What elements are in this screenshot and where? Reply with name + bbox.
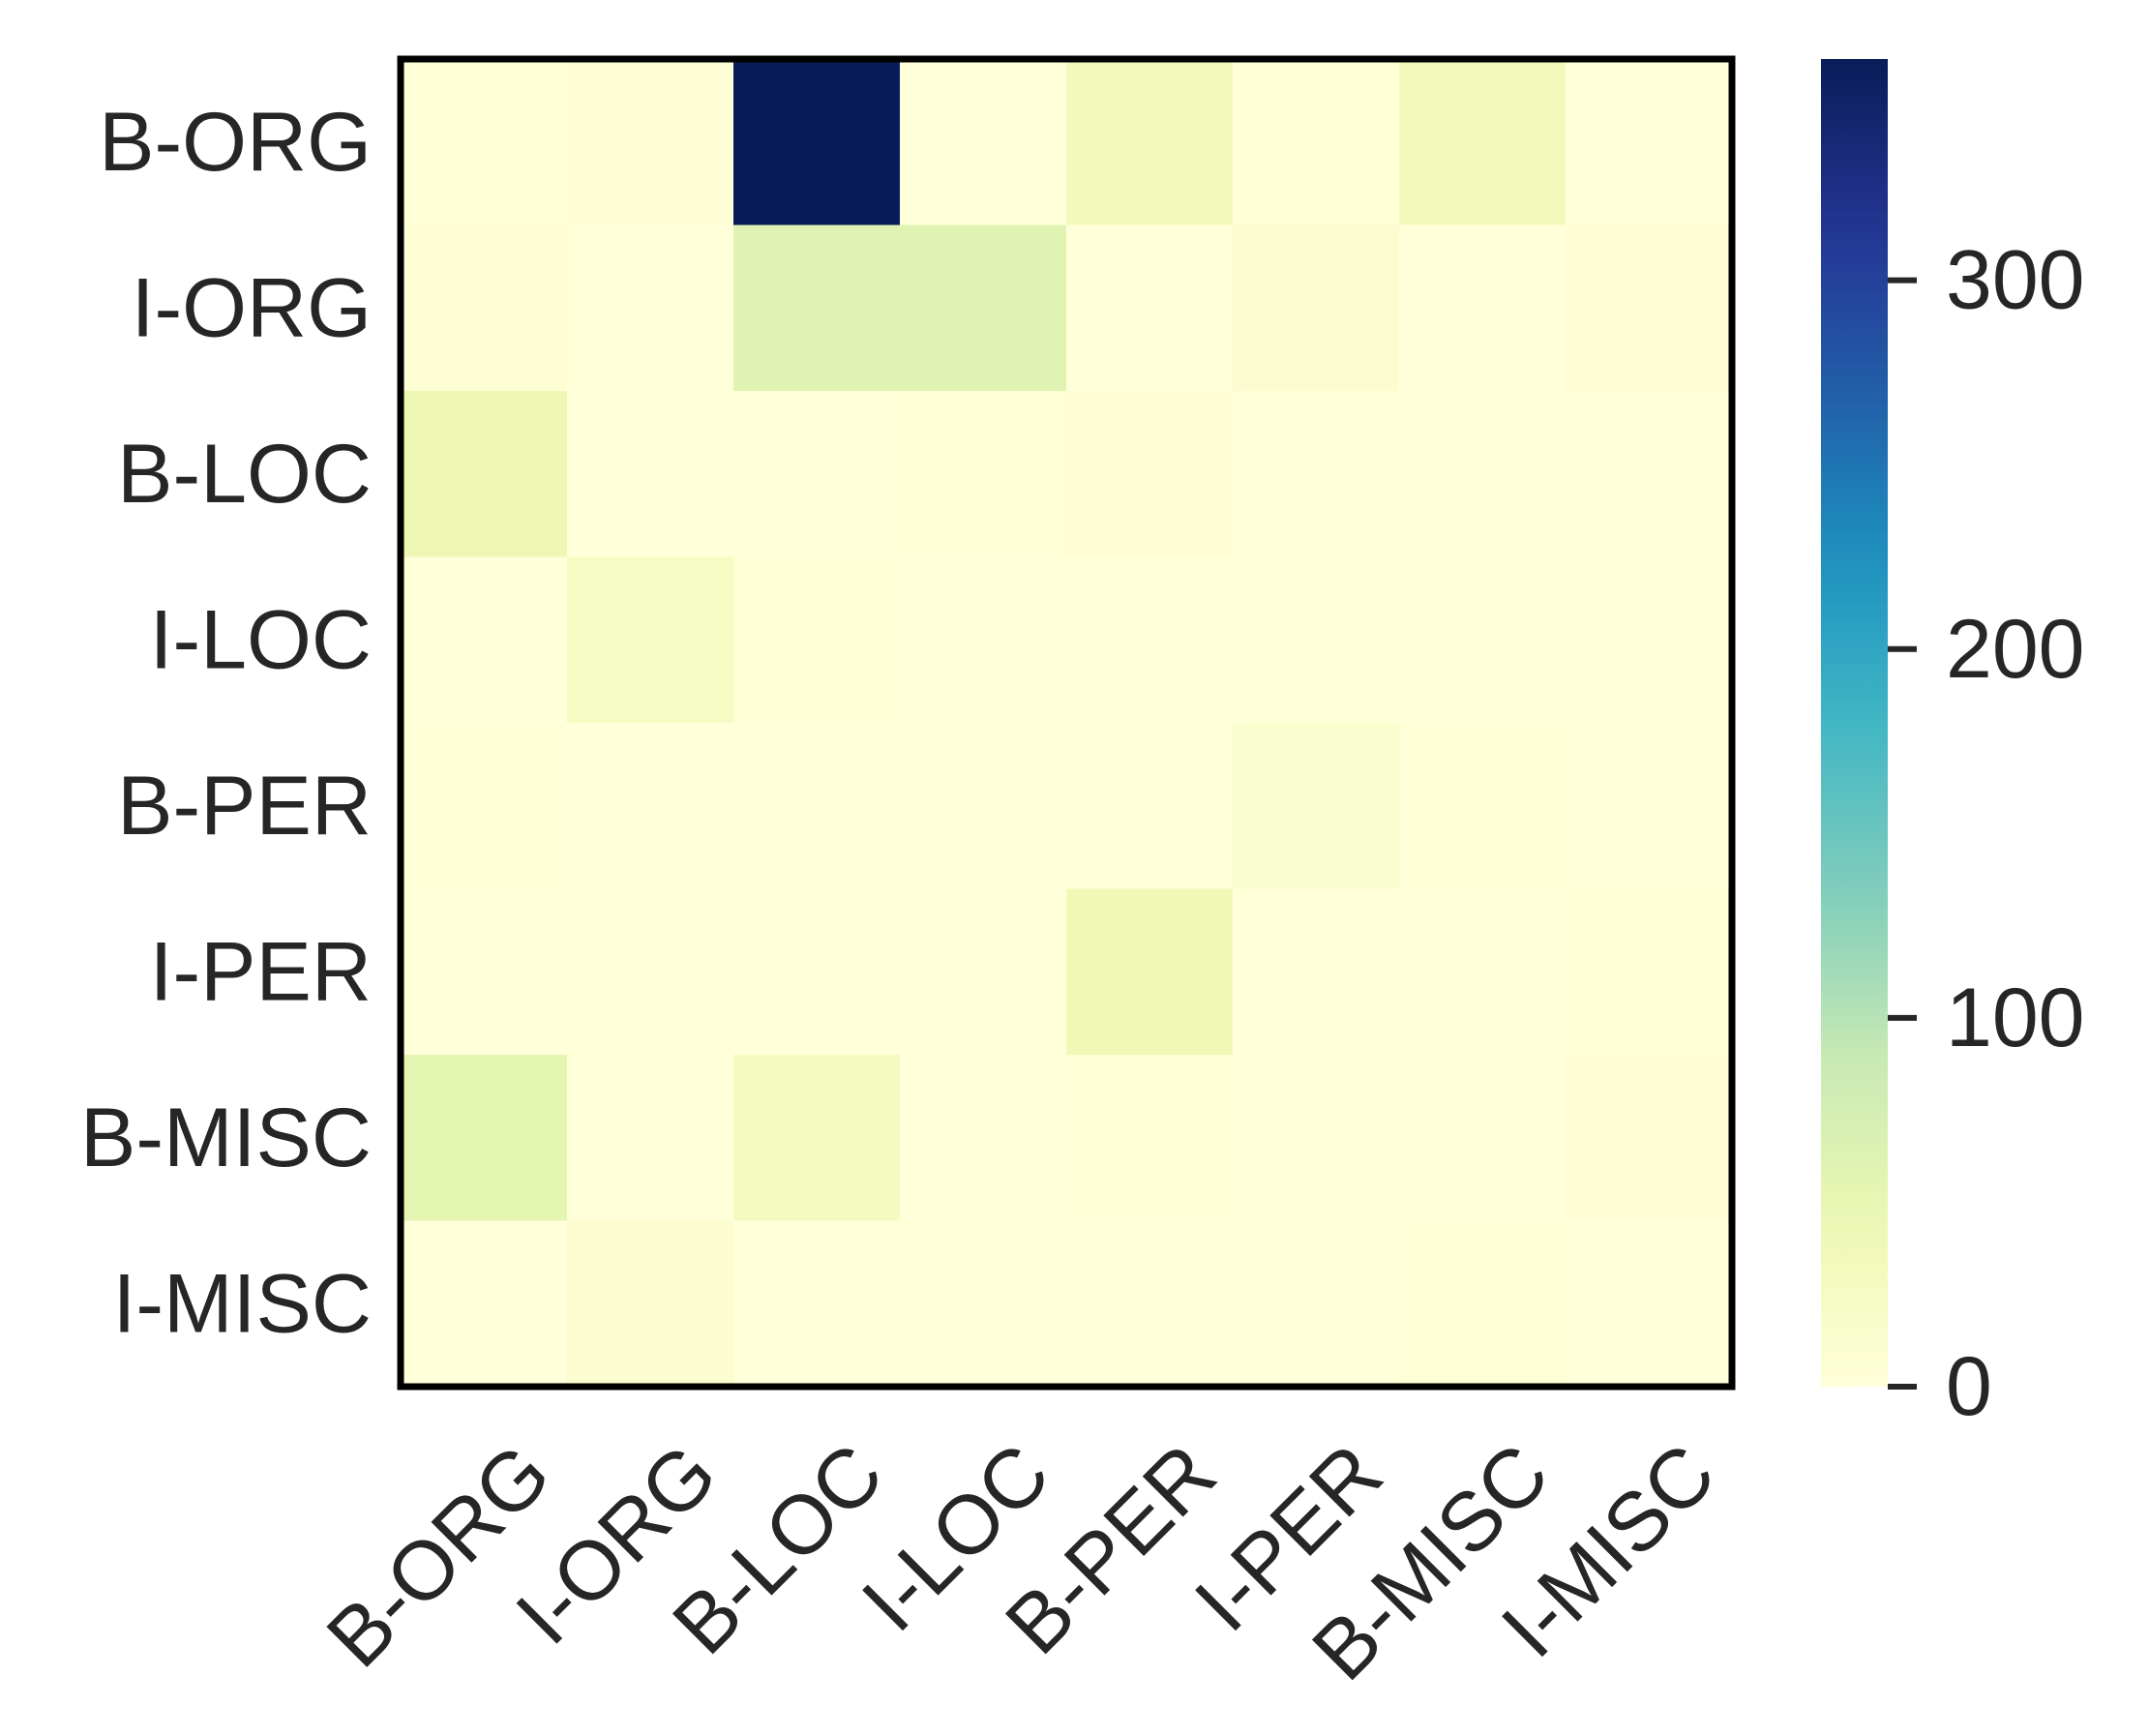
- colorbar-tick-label: 200: [1946, 603, 2085, 696]
- heatmap-cell: [1066, 391, 1234, 558]
- plot-frame: [397, 55, 1736, 1391]
- heatmap-cell: [733, 224, 901, 392]
- heatmap-cells: [401, 59, 1733, 1388]
- heatmap-cell: [1399, 1055, 1567, 1222]
- heatmap-cell: [900, 391, 1067, 558]
- heatmap-cell: [1566, 224, 1733, 392]
- heatmap-cell: [1233, 888, 1400, 1056]
- heatmap-cell: [567, 1055, 734, 1222]
- row-labels: B-ORG I-ORG B-LOC I-LOC B-PER I-PER B-MISC I-MI…: [80, 96, 372, 1351]
- heatmap-cell: [1399, 556, 1567, 724]
- heatmap-cell: [900, 1220, 1067, 1388]
- heatmap-cell: [567, 391, 734, 558]
- heatmap-cell: [1399, 888, 1567, 1056]
- heatmap-cell: [1566, 59, 1733, 226]
- heatmap-cell: [733, 1220, 901, 1388]
- heatmap-cell: [900, 723, 1067, 890]
- row-label: B-PER: [117, 760, 372, 853]
- heatmap-cell: [1399, 723, 1567, 890]
- colorbar-tick-label: 300: [1946, 234, 2085, 327]
- heatmap-cell: [1066, 224, 1234, 392]
- row-label: I-PER: [150, 925, 372, 1018]
- heatmap-cell: [401, 59, 568, 226]
- heatmap-cell: [1233, 1055, 1400, 1222]
- heatmap-cell: [900, 59, 1067, 226]
- heatmap-cell: [1566, 391, 1733, 558]
- heatmap-cell: [567, 59, 734, 226]
- heatmap-cell: [567, 224, 734, 392]
- heatmap-cell: [401, 556, 568, 724]
- heatmap-cell: [401, 391, 568, 558]
- heatmap-cell: [733, 556, 901, 724]
- heatmap-cell: [1066, 723, 1234, 890]
- heatmap-cell: [1566, 556, 1733, 724]
- heatmap-cell: [1233, 224, 1400, 392]
- heatmap-cell: [1066, 1220, 1234, 1388]
- colorbar: [1821, 59, 1888, 1387]
- heatmap-cell: [1233, 556, 1400, 724]
- heatmap-cell: [900, 556, 1067, 724]
- heatmap-cell: [1566, 1220, 1733, 1388]
- row-label: I-MISC: [112, 1257, 372, 1350]
- heatmap-cell: [1066, 556, 1234, 724]
- heatmap-cell: [1566, 888, 1733, 1056]
- column-label: B-ORG: [310, 1426, 568, 1685]
- heatmap-cell: [567, 723, 734, 890]
- heatmap-cell: [1399, 224, 1567, 392]
- heatmap-cell: [733, 391, 901, 558]
- heatmap-cell: [900, 888, 1067, 1056]
- heatmap-cell: [1233, 59, 1400, 226]
- heatmap-cell: [900, 224, 1067, 392]
- column-labels: B-ORGI-ORGB-LOCI-LOCB-PERI-PERB-MISCI-MI…: [310, 1426, 1733, 1698]
- heatmap-cell: [567, 888, 734, 1056]
- heatmap-cell: [733, 888, 901, 1056]
- heatmap-cell: [401, 1220, 568, 1388]
- heatmap-cell: [1233, 723, 1400, 890]
- heatmap-cell: [1233, 1220, 1400, 1388]
- heatmap-cell: [1566, 1055, 1733, 1222]
- row-label: B-MISC: [80, 1092, 372, 1184]
- heatmap-cell: [733, 1055, 901, 1222]
- row-label: I-ORG: [132, 261, 372, 354]
- heatmap-cell: [1399, 1220, 1567, 1388]
- heatmap-cell: [900, 1055, 1067, 1222]
- colorbar-ticks: 0 100 200 300: [1888, 234, 2085, 1433]
- row-label: I-LOC: [150, 593, 372, 686]
- heatmap-cell: [1066, 59, 1234, 226]
- heatmap-cell: [567, 1220, 734, 1388]
- heatmap-cell: [401, 224, 568, 392]
- heatmap-cell: [733, 723, 901, 890]
- colorbar-tick-label: 100: [1946, 972, 2085, 1064]
- heatmap-cell: [567, 556, 734, 724]
- heatmap-cell: [1066, 1055, 1234, 1222]
- row-label: B-LOC: [117, 428, 372, 521]
- heatmap-cell: [1566, 723, 1733, 890]
- heatmap-cell: [1233, 391, 1400, 558]
- heatmap-cell: [733, 59, 901, 226]
- row-label: B-ORG: [99, 96, 372, 189]
- heatmap-cell: [1399, 391, 1567, 558]
- colorbar-tick-label: 0: [1946, 1340, 1992, 1433]
- heatmap-cell: [401, 723, 568, 890]
- heatmap-cell: [1066, 888, 1234, 1056]
- heatmap-cell: [401, 888, 568, 1056]
- heatmap-cell: [401, 1055, 568, 1222]
- heatmap-cell: [1399, 59, 1567, 226]
